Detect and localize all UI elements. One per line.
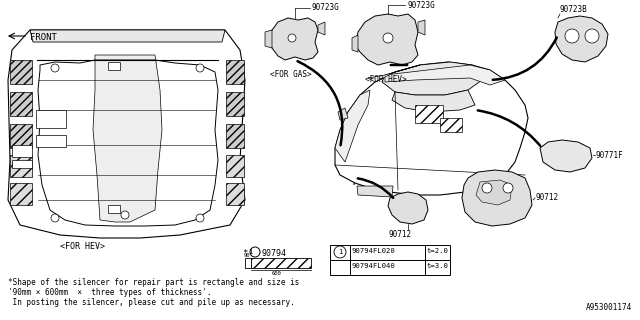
Circle shape (121, 211, 129, 219)
Circle shape (51, 214, 59, 222)
Bar (245, 258, 251, 268)
Circle shape (51, 64, 59, 72)
Text: 600: 600 (271, 271, 281, 276)
Circle shape (482, 183, 492, 193)
Polygon shape (15, 50, 235, 230)
Polygon shape (318, 22, 325, 35)
Bar (251, 258, 311, 268)
FancyArrowPatch shape (493, 37, 557, 80)
Text: 90723G: 90723G (407, 1, 435, 10)
Circle shape (383, 33, 393, 43)
Text: In posting the silencer, please cut and pile up as necessary.: In posting the silencer, please cut and … (8, 298, 295, 307)
Text: 1: 1 (248, 249, 252, 255)
Bar (10, 60, 32, 84)
Circle shape (196, 214, 204, 222)
Polygon shape (392, 90, 475, 112)
Text: 90794: 90794 (262, 249, 287, 258)
Bar (226, 155, 244, 177)
Circle shape (334, 246, 346, 258)
Text: 90771F: 90771F (595, 150, 623, 159)
Text: '90mm × 600mm  ×  three types of thickness'.: '90mm × 600mm × three types of thickness… (8, 288, 211, 297)
Text: 90712: 90712 (535, 194, 558, 203)
Polygon shape (472, 188, 510, 200)
Polygon shape (476, 180, 512, 205)
Polygon shape (540, 140, 592, 172)
Bar (10, 155, 32, 177)
Bar (226, 124, 244, 148)
Circle shape (585, 29, 599, 43)
Circle shape (196, 64, 204, 72)
Bar (108, 62, 120, 70)
Polygon shape (388, 192, 428, 224)
Polygon shape (385, 65, 505, 85)
Text: 90723B: 90723B (560, 5, 588, 14)
Bar (226, 92, 244, 116)
Polygon shape (335, 62, 528, 195)
Polygon shape (352, 35, 358, 52)
Text: t=2.0: t=2.0 (427, 248, 449, 254)
Polygon shape (357, 186, 393, 197)
Polygon shape (268, 18, 318, 60)
Text: <FOR HEV>: <FOR HEV> (365, 75, 406, 84)
Bar (36, 110, 66, 128)
Text: A953001174: A953001174 (586, 303, 632, 312)
Polygon shape (555, 16, 608, 62)
Text: 1: 1 (338, 249, 342, 255)
Polygon shape (368, 65, 420, 82)
Bar (226, 60, 244, 84)
Circle shape (250, 247, 260, 257)
FancyArrowPatch shape (298, 61, 342, 145)
Bar (226, 183, 244, 205)
Bar (108, 205, 120, 213)
Bar (10, 124, 32, 148)
Circle shape (565, 29, 579, 43)
Text: 90712: 90712 (388, 230, 412, 239)
Bar (12, 145, 32, 157)
Polygon shape (335, 90, 370, 162)
Text: 90794FL040: 90794FL040 (352, 263, 396, 269)
Text: <FOR HEV>: <FOR HEV> (60, 242, 105, 251)
Polygon shape (93, 55, 162, 222)
Text: 90794FL020: 90794FL020 (352, 248, 396, 254)
FancyArrowPatch shape (477, 110, 540, 146)
Bar (440, 118, 462, 132)
Text: t=3.0: t=3.0 (427, 263, 449, 269)
Text: *Shape of the silencer for repair part is rectangle and size is: *Shape of the silencer for repair part i… (8, 278, 300, 287)
Bar (36, 135, 66, 147)
Polygon shape (382, 62, 485, 95)
Polygon shape (30, 30, 225, 42)
Text: 90: 90 (244, 253, 250, 258)
Bar (330, 245, 450, 275)
Text: FRONT: FRONT (30, 33, 57, 42)
Bar (10, 92, 32, 116)
Polygon shape (462, 170, 532, 226)
Circle shape (503, 183, 513, 193)
Polygon shape (418, 20, 425, 35)
Bar (10, 183, 32, 205)
Bar (415, 105, 443, 123)
Text: *: * (242, 249, 248, 258)
Polygon shape (8, 30, 245, 238)
Text: <FOR GAS>: <FOR GAS> (270, 70, 312, 79)
Polygon shape (265, 30, 272, 48)
Text: 90723G: 90723G (311, 4, 339, 12)
FancyArrowPatch shape (358, 178, 393, 198)
Circle shape (288, 34, 296, 42)
Polygon shape (355, 14, 418, 65)
Bar (12, 160, 32, 168)
Polygon shape (338, 108, 348, 120)
